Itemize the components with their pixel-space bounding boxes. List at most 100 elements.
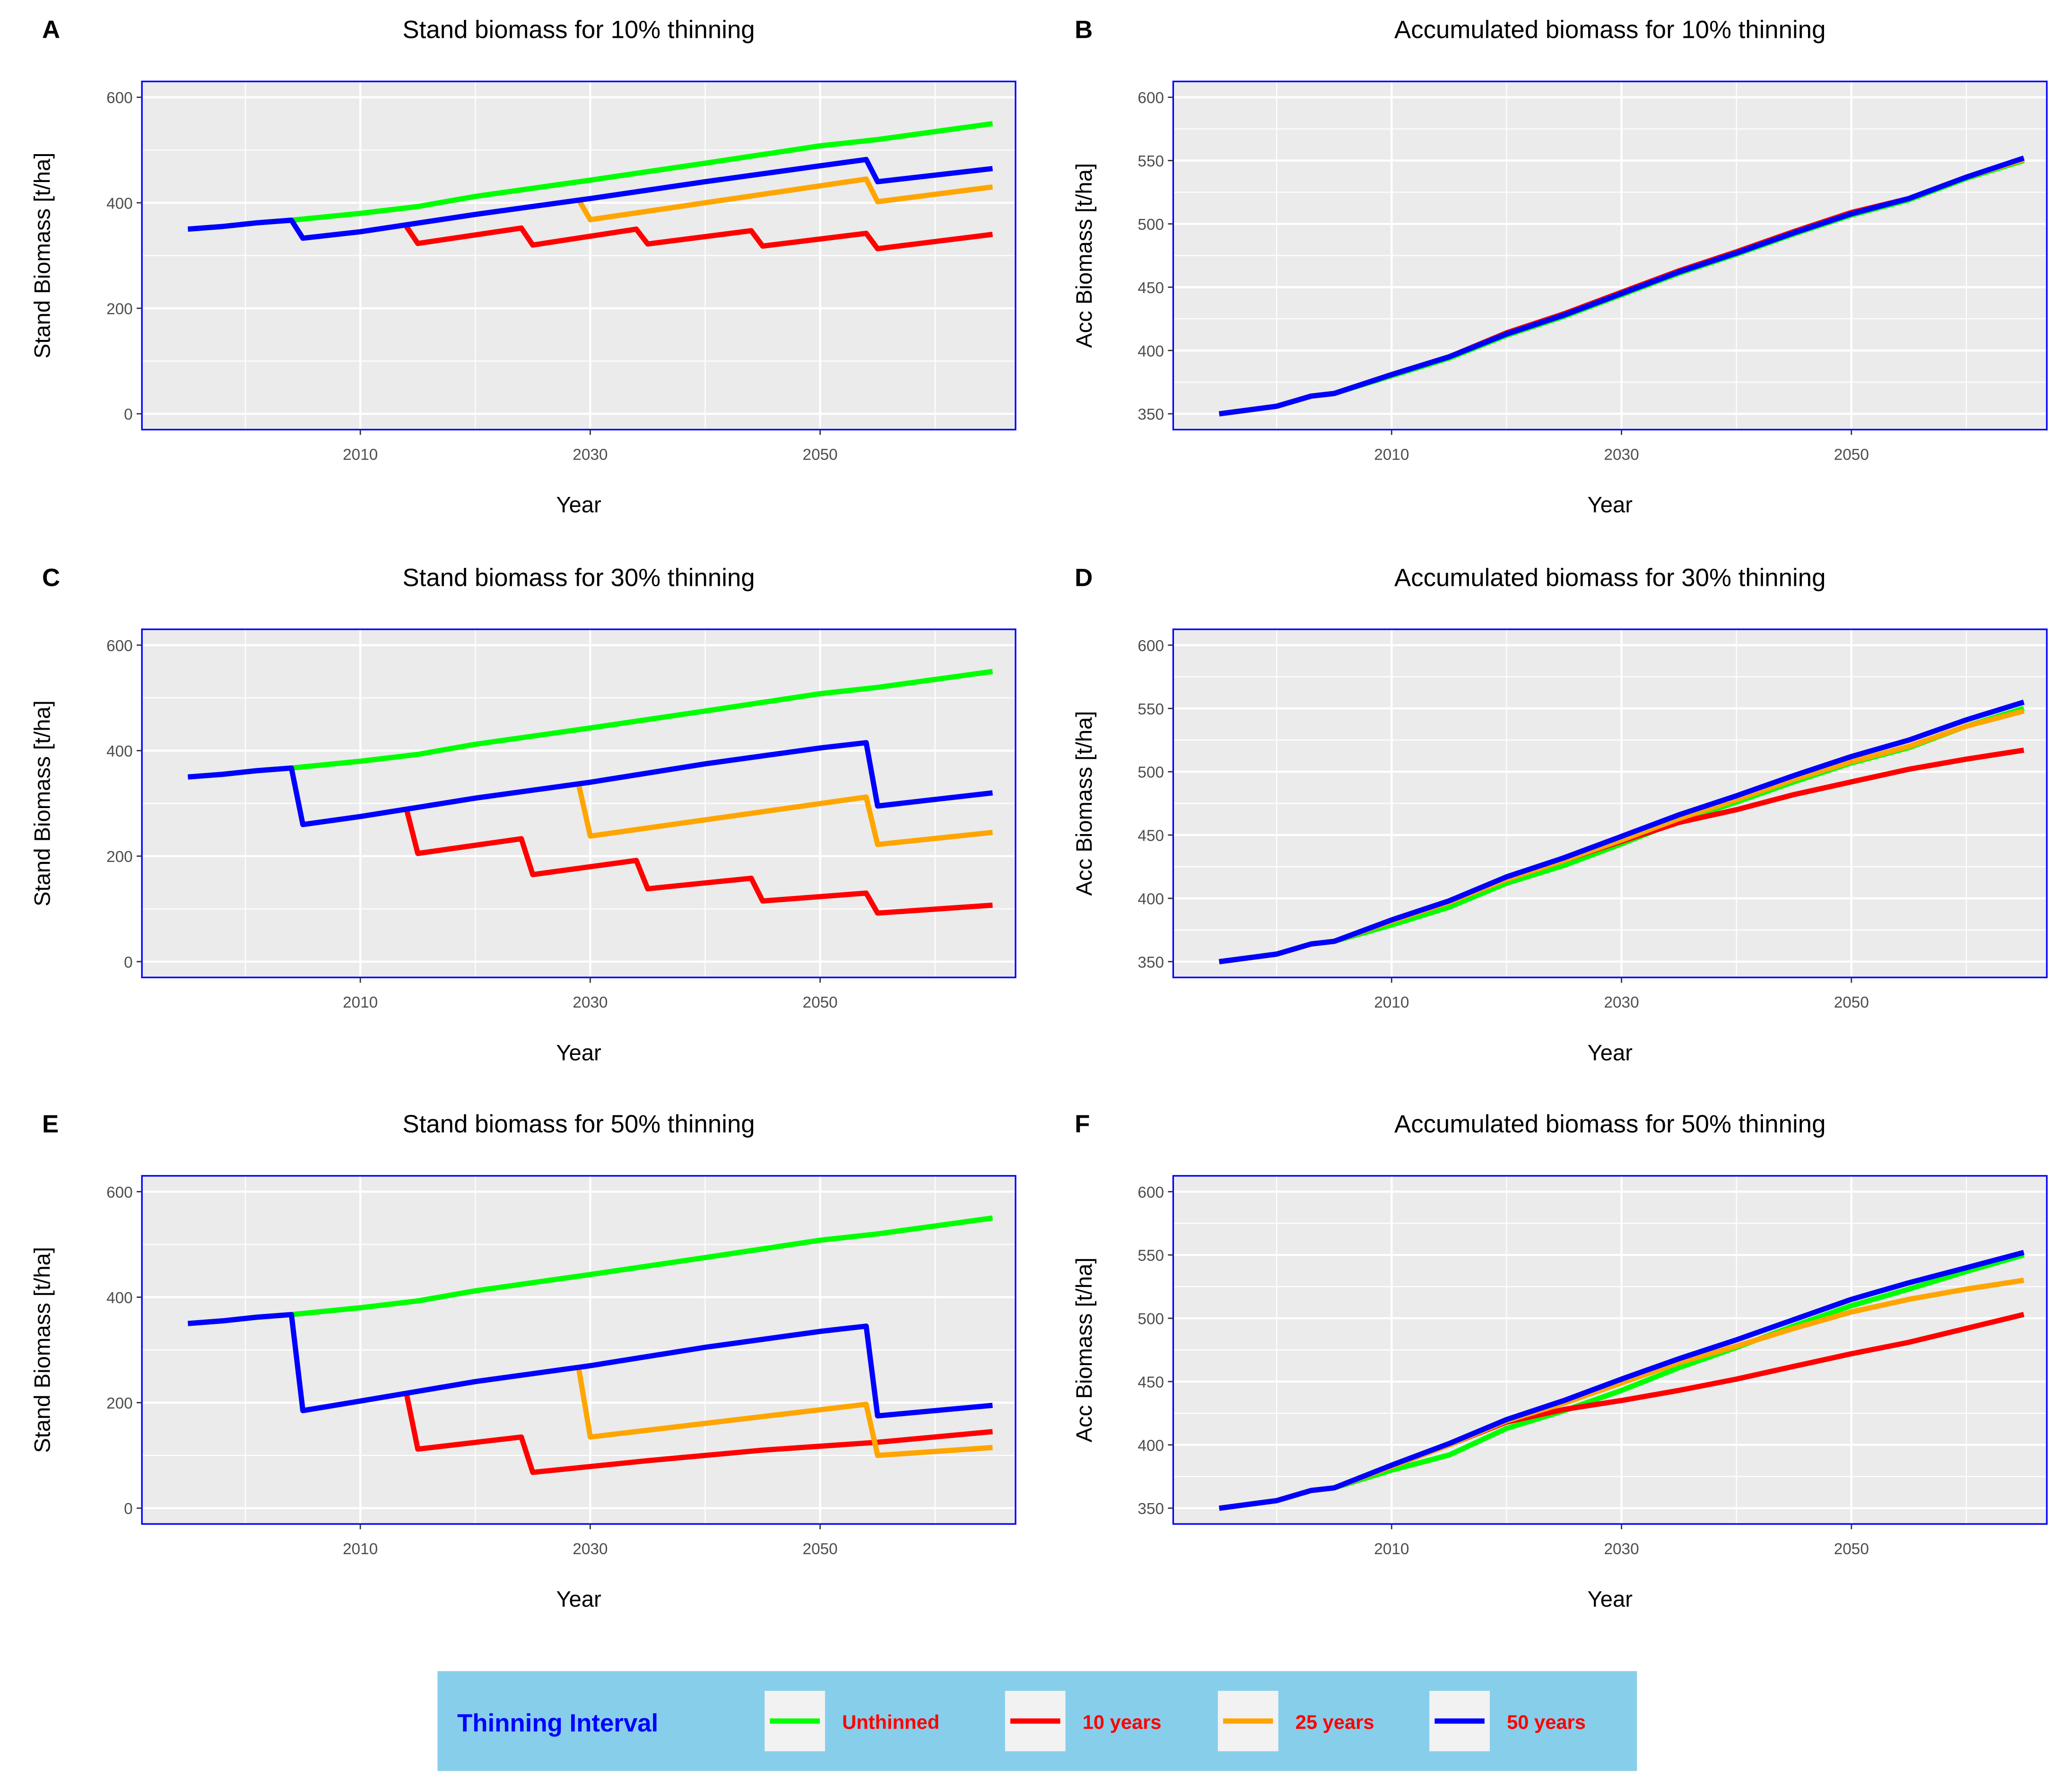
panel-c: 2010 2030 2050 0 200 400 600 Year Stand Biomass …: [30, 564, 1017, 1065]
x-axis-label: Year: [556, 493, 601, 518]
x-tick-label: 2030: [573, 1540, 608, 1558]
y-tick-label: 0: [124, 954, 133, 971]
x-tick-label: 2030: [1604, 1540, 1639, 1558]
legend-item-25-years: 25 years: [1217, 1691, 1374, 1751]
y-tick-label: 550: [1138, 1247, 1164, 1265]
panel-letter: B: [1075, 16, 1093, 44]
panel-e: 2010 2030 2050 0 200 400 600 Year Stand Biomass …: [30, 1110, 1017, 1612]
panel-title: Accumulated biomass for 50% thinning: [1394, 1110, 1825, 1138]
series-line-50-years: [188, 740, 993, 827]
legend-label: 50 years: [1507, 1711, 1586, 1733]
y-tick-label: 200: [106, 1395, 133, 1412]
legend-item-unthinned: Unthinned: [765, 1691, 939, 1751]
panel-f: 2010 2030 2050 350 400 450 500 550 600 Year Acc Bi…: [1072, 1110, 2048, 1612]
legend-item-10-years: 10 years: [1005, 1691, 1162, 1751]
series-line-10-years: [404, 1392, 993, 1475]
legend-label: Unthinned: [842, 1711, 939, 1733]
y-tick-label: 0: [124, 406, 133, 424]
x-axis-label: Year: [1588, 1587, 1633, 1612]
y-tick-label: 200: [106, 301, 133, 318]
y-tick-label: 600: [1138, 1184, 1164, 1201]
x-tick-label: 2010: [1374, 1540, 1409, 1558]
plot-border: [1172, 1175, 2048, 1525]
x-tick-label: 2050: [1834, 446, 1869, 464]
panel-title: Stand biomass for 50% thinning: [402, 1110, 755, 1138]
y-tick-label: 0: [124, 1500, 133, 1518]
y-tick-label: 550: [1138, 153, 1164, 170]
y-tick-label: 400: [106, 743, 133, 760]
y-tick-label: 600: [106, 1184, 133, 1201]
panel-title: Stand biomass for 30% thinning: [402, 564, 755, 592]
panel-letter: C: [42, 564, 60, 592]
y-tick-label: 550: [1138, 701, 1164, 718]
x-tick-label: 2050: [803, 446, 838, 464]
y-axis-label: Acc Biomass [t/ha]: [1072, 1257, 1097, 1442]
x-tick-label: 2050: [1834, 1540, 1869, 1558]
legend-item-50-years: 50 years: [1429, 1691, 1586, 1751]
panel-title: Accumulated biomass for 30% thinning: [1394, 564, 1825, 592]
y-tick-label: 500: [1138, 764, 1164, 782]
y-tick-label: 400: [1138, 1437, 1164, 1454]
legend-label: 25 years: [1295, 1711, 1374, 1733]
y-axis-label: Acc Biomass [t/ha]: [1072, 711, 1097, 896]
panel-letter: E: [42, 1110, 59, 1138]
x-tick-label: 2050: [1834, 994, 1869, 1011]
y-tick-label: 350: [1138, 406, 1164, 424]
y-tick-label: 600: [106, 89, 133, 107]
y-tick-label: 350: [1138, 954, 1164, 971]
plot-border: [1172, 628, 2048, 978]
series-line-25-years: [576, 1368, 993, 1458]
x-tick-label: 2030: [1604, 446, 1639, 464]
x-tick-label: 2050: [803, 1540, 838, 1558]
x-tick-label: 2050: [803, 994, 838, 1011]
x-axis-label: Year: [556, 1040, 601, 1065]
x-tick-label: 2010: [343, 994, 378, 1011]
y-axis-label: Stand Biomass [t/ha]: [30, 1247, 55, 1453]
y-tick-label: 450: [1138, 827, 1164, 845]
plot-border: [141, 628, 1017, 978]
panel-letter: D: [1075, 564, 1093, 592]
y-tick-label: 500: [1138, 216, 1164, 234]
y-tick-label: 350: [1138, 1500, 1164, 1518]
x-tick-label: 2010: [343, 446, 378, 464]
panel-d: 2010 2030 2050 350 400 450 500 550 600 Year Acc Bi…: [1072, 564, 2048, 1065]
plot-border: [141, 80, 1017, 431]
panel-b: 2010 2030 2050 350 400 450 500 550 600 Year Acc Bi…: [1072, 16, 2048, 518]
x-axis-label: Year: [1588, 1040, 1633, 1065]
y-tick-label: 400: [106, 1289, 133, 1307]
y-axis-label: Stand Biomass [t/ha]: [30, 153, 55, 359]
series-line-25-years: [576, 176, 993, 223]
series-line-50-years: [1218, 699, 2025, 965]
series-line-50-years: [1218, 1250, 2025, 1511]
x-axis-label: Year: [556, 1587, 601, 1612]
y-tick-label: 400: [1138, 343, 1164, 360]
y-tick-label: 600: [1138, 637, 1164, 655]
y-axis-label: Acc Biomass [t/ha]: [1072, 163, 1097, 348]
y-axis-label: Stand Biomass [t/ha]: [30, 700, 55, 906]
legend-title: Thinning Interval: [457, 1709, 658, 1737]
series-line-10-years: [404, 225, 993, 252]
series-line-50-years: [188, 1312, 993, 1419]
y-tick-label: 500: [1138, 1311, 1164, 1328]
y-tick-label: 600: [106, 637, 133, 655]
y-tick-label: 600: [1138, 89, 1164, 107]
x-tick-label: 2030: [573, 446, 608, 464]
panel-letter: F: [1075, 1110, 1090, 1138]
series-line-10-years: [404, 808, 993, 916]
legend: Thinning Interval Unthinned 10 years 25 yea…: [437, 1671, 1637, 1771]
y-tick-label: 200: [106, 848, 133, 866]
x-tick-label: 2010: [1374, 994, 1409, 1011]
panel-title: Stand biomass for 10% thinning: [402, 16, 755, 44]
y-tick-label: 400: [1138, 890, 1164, 908]
series-line-25-years: [576, 784, 993, 847]
series-line-50-years: [1218, 155, 2025, 417]
plot-border: [141, 1175, 1017, 1525]
x-tick-label: 2010: [343, 1540, 378, 1558]
panel-a: 2010 2030 2050 0 200 400 600 Year Stand Biomass …: [30, 16, 1017, 518]
y-tick-label: 450: [1138, 1374, 1164, 1391]
x-tick-label: 2030: [573, 994, 608, 1011]
panel-title: Accumulated biomass for 10% thinning: [1394, 16, 1825, 44]
legend-label: 10 years: [1083, 1711, 1162, 1733]
y-tick-label: 450: [1138, 279, 1164, 297]
